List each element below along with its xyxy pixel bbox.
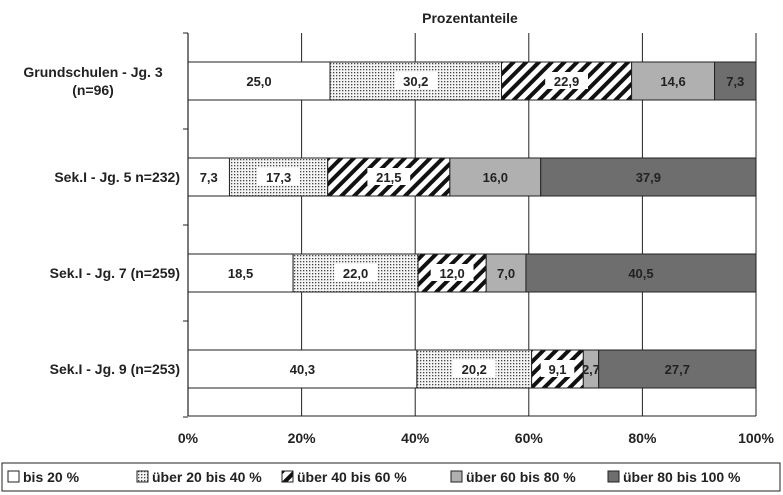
x-tick-label: 40% bbox=[401, 430, 430, 446]
data-label: 40,5 bbox=[628, 266, 653, 281]
legend: bis 20 % über 20 bis 40 % über 40 bis 60 %… bbox=[1, 462, 781, 492]
legend-box bbox=[1, 462, 781, 492]
chart-title: Prozentanteile bbox=[422, 10, 518, 26]
data-label: 16,0 bbox=[483, 170, 508, 185]
axes bbox=[183, 32, 756, 418]
data-label: 7,3 bbox=[200, 170, 218, 185]
legend-swatch bbox=[7, 470, 20, 483]
data-label: 21,5 bbox=[376, 170, 401, 185]
legend-label: über 80 bis 100 % bbox=[623, 469, 741, 485]
legend-swatch bbox=[450, 470, 463, 483]
category-label: Sek.I - Jg. 9 (n=253) bbox=[50, 361, 180, 377]
bar-segment bbox=[631, 61, 716, 101]
bar-segment bbox=[187, 253, 294, 293]
data-label: 37,9 bbox=[636, 170, 661, 185]
x-tick-labels: 0% 20% 40% 60% 80% 100% bbox=[178, 430, 775, 446]
data-label: 20,2 bbox=[462, 362, 487, 377]
category-label: (n=96) bbox=[72, 82, 114, 98]
data-label: 22,0 bbox=[343, 266, 368, 281]
bar-segment bbox=[449, 157, 542, 197]
bar-segment bbox=[714, 61, 757, 101]
legend-swatch bbox=[136, 470, 149, 483]
category-label: Sek.I - Jg. 7 (n=259) bbox=[50, 265, 180, 281]
data-label-background bbox=[367, 168, 411, 185]
data-label-background bbox=[394, 72, 438, 89]
data-label: 12,0 bbox=[439, 266, 464, 281]
data-label-background bbox=[257, 168, 300, 185]
data-label: 27,7 bbox=[665, 362, 690, 377]
bar-segment bbox=[187, 61, 331, 101]
data-label: 17,3 bbox=[266, 170, 291, 185]
bars: 25,0 30,2 22,9 14,6 7,3 7,3 17,3 21,5 16,0 37,9 18… bbox=[187, 61, 757, 389]
category-labels: Grundschulen - Jg. 3 (n=96) Sek.I - Jg. 5 … bbox=[23, 64, 180, 377]
legend-label: über 60 bis 80 % bbox=[466, 469, 576, 485]
data-label: 7,3 bbox=[726, 74, 744, 89]
bar-segment bbox=[540, 157, 757, 197]
data-label-background bbox=[545, 72, 588, 89]
data-label-background bbox=[540, 360, 575, 377]
data-label-background bbox=[452, 360, 496, 377]
bar-segment bbox=[187, 157, 230, 197]
x-tick-label: 20% bbox=[288, 430, 317, 446]
x-tick-label: 60% bbox=[515, 430, 544, 446]
data-label: 22,9 bbox=[554, 74, 579, 89]
data-label: 25,0 bbox=[246, 74, 271, 89]
data-label: 9,1 bbox=[548, 362, 566, 377]
legend-label: über 40 bis 60 % bbox=[297, 469, 407, 485]
legend-label: über 20 bis 40 % bbox=[152, 469, 262, 485]
data-label: 18,5 bbox=[228, 266, 253, 281]
x-tick-label: 80% bbox=[628, 430, 657, 446]
category-label: Grundschulen - Jg. 3 bbox=[23, 64, 162, 80]
bar-segment bbox=[598, 349, 757, 389]
data-label: 40,3 bbox=[290, 362, 315, 377]
category-label: Sek.I - Jg. 5 n=232) bbox=[54, 169, 180, 185]
x-tick-label: 0% bbox=[178, 430, 199, 446]
legend-label: bis 20 % bbox=[23, 469, 80, 485]
data-label: 2,7 bbox=[582, 362, 600, 377]
data-label: 30,2 bbox=[403, 74, 428, 89]
legend-swatch bbox=[607, 470, 620, 483]
bar-segment bbox=[485, 253, 527, 293]
bar-segment bbox=[525, 253, 757, 293]
x-tick-label: 100% bbox=[738, 430, 774, 446]
data-label-background bbox=[430, 264, 474, 281]
data-label-background bbox=[334, 264, 377, 281]
legend-swatch bbox=[281, 470, 294, 483]
data-label: 7,0 bbox=[497, 266, 515, 281]
data-label: 14,6 bbox=[660, 74, 685, 89]
